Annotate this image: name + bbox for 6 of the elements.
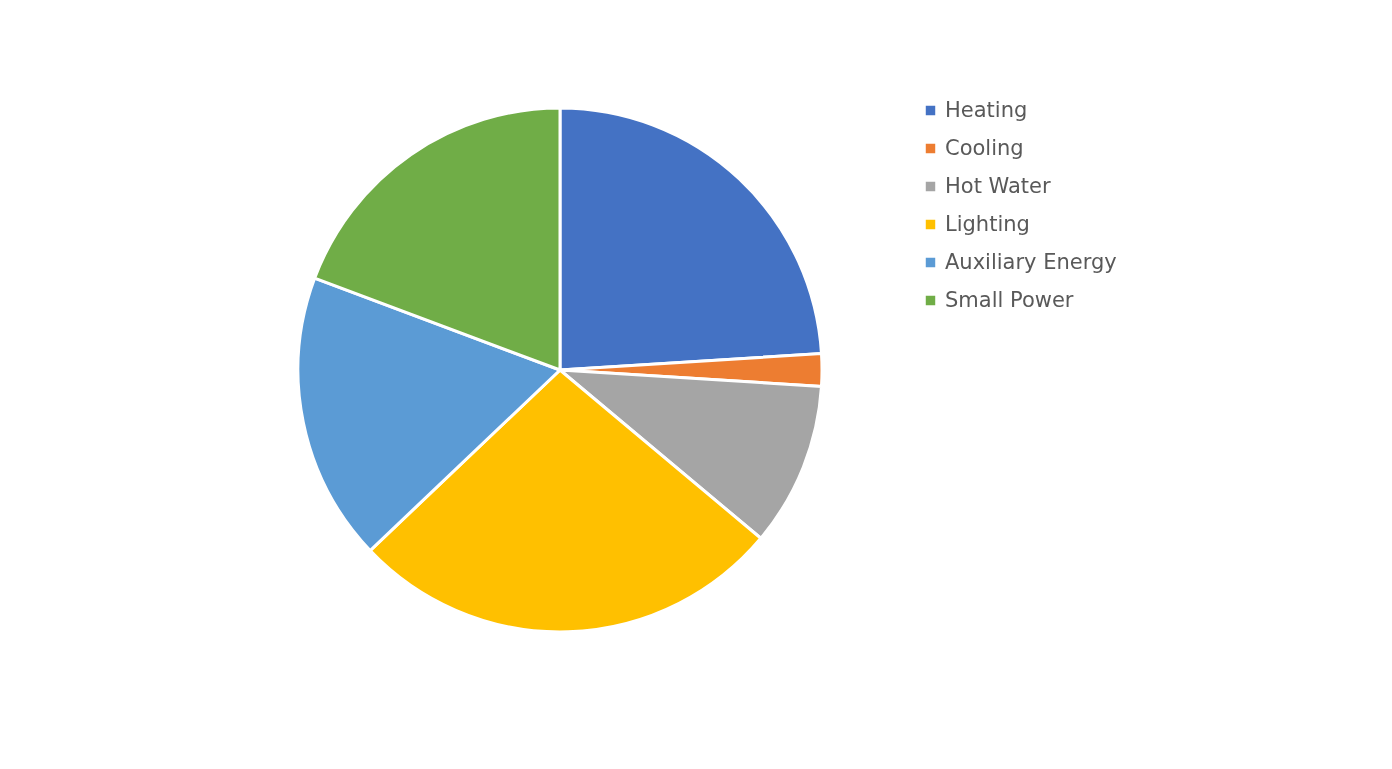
legend-label: Small Power — [945, 287, 1074, 312]
legend-label: Auxiliary Energy — [945, 249, 1117, 274]
legend-label: Cooling — [945, 135, 1024, 160]
legend-label: Lighting — [945, 211, 1030, 236]
legend-label: Hot Water — [945, 173, 1051, 198]
legend-label: Heating — [945, 97, 1028, 122]
